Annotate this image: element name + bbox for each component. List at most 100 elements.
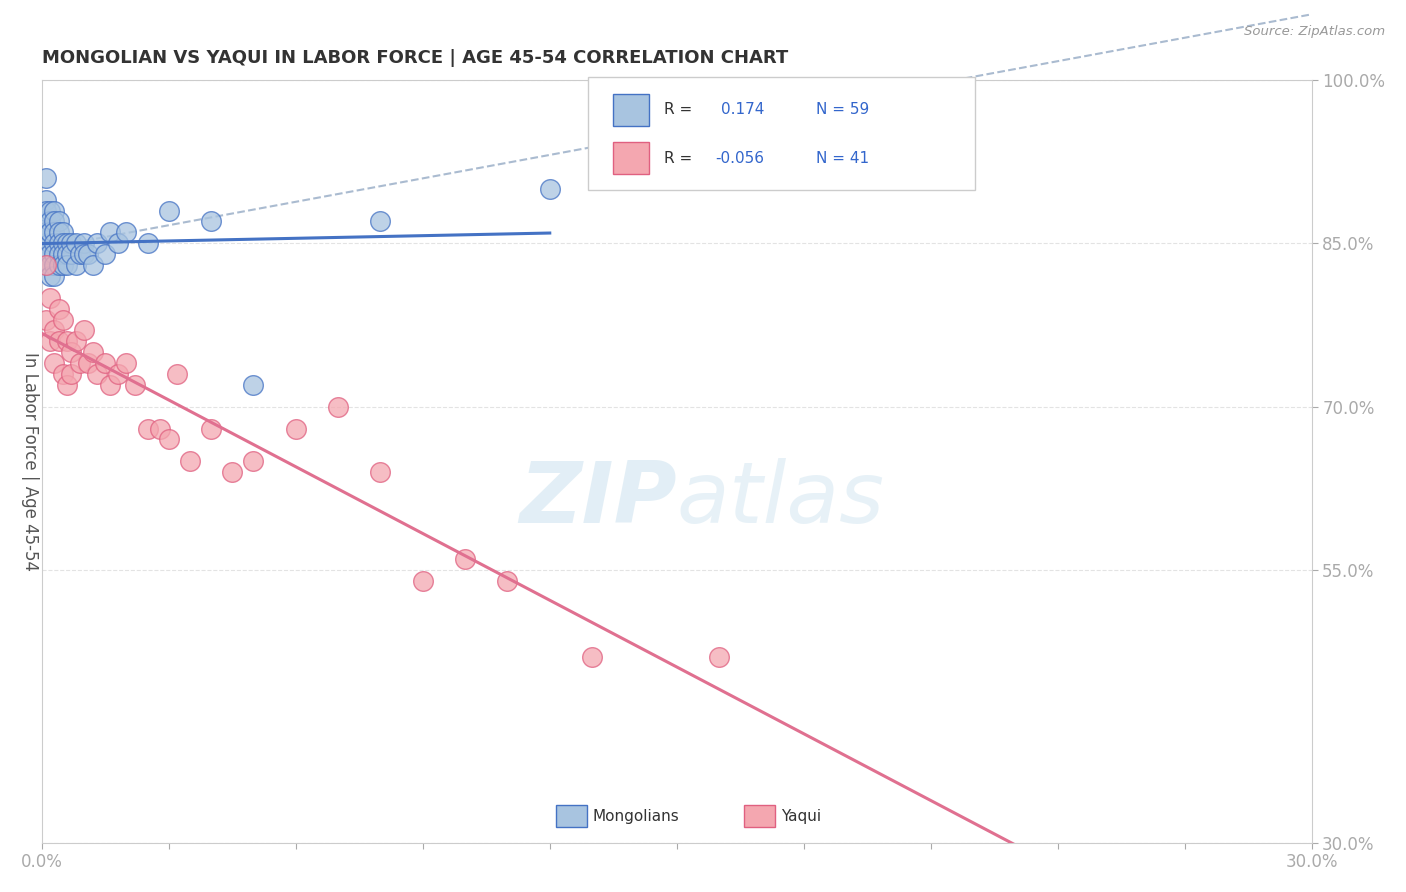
Point (69, 247, 91, 261)
Point (44, 236, 66, 251)
FancyBboxPatch shape (588, 78, 976, 190)
Y-axis label: In Labor Force | Age 45-54: In Labor Force | Age 45-54 (21, 351, 39, 571)
Point (98, 225, 121, 239)
Point (48, 225, 70, 239)
Point (73, 236, 96, 251)
Point (44, 356, 66, 370)
Point (48, 301, 70, 316)
Point (107, 367, 129, 381)
Point (454, 552, 477, 566)
Point (60, 236, 83, 251)
Point (86, 236, 108, 251)
Point (35, 214, 58, 228)
Point (538, 182, 561, 196)
Point (56, 378, 79, 392)
Point (56, 247, 79, 261)
Point (60, 247, 83, 261)
Point (44, 203, 66, 218)
Point (44, 258, 66, 272)
Point (56, 236, 79, 251)
Bar (744, 805, 775, 828)
Text: MONGOLIAN VS YAQUI IN LABOR FORCE | AGE 45-54 CORRELATION CHART: MONGOLIAN VS YAQUI IN LABOR FORCE | AGE … (42, 49, 787, 67)
Point (200, 214, 222, 228)
Point (107, 236, 129, 251)
Point (60, 345, 83, 359)
Point (52, 312, 75, 326)
Text: R =: R = (664, 103, 692, 117)
Point (370, 214, 392, 228)
Point (136, 421, 159, 435)
Point (65, 236, 87, 251)
Point (39, 334, 62, 349)
Point (35, 247, 58, 261)
Point (581, 650, 603, 665)
Point (69, 356, 91, 370)
Point (200, 421, 222, 435)
Point (39, 268, 62, 283)
Point (52, 225, 75, 239)
Point (86, 367, 108, 381)
Point (35, 214, 58, 228)
Point (221, 465, 243, 479)
Text: Source: ZipAtlas.com: Source: ZipAtlas.com (1244, 25, 1385, 38)
Text: R =: R = (664, 151, 692, 166)
Point (35, 236, 58, 251)
Point (44, 268, 66, 283)
Bar (613, 94, 648, 126)
Point (98, 378, 121, 392)
Point (77, 247, 100, 261)
Point (412, 574, 434, 588)
Point (157, 433, 180, 447)
Text: Yaqui: Yaqui (780, 808, 821, 823)
Point (44, 225, 66, 239)
Point (52, 258, 75, 272)
Point (149, 421, 172, 435)
Point (39, 258, 62, 272)
Text: -0.056: -0.056 (714, 151, 763, 166)
Point (48, 247, 70, 261)
Point (77, 356, 100, 370)
Point (179, 454, 201, 468)
Point (242, 378, 264, 392)
Point (94, 356, 117, 370)
Point (35, 247, 58, 261)
Point (82, 345, 104, 359)
Point (370, 465, 392, 479)
Text: Mongolians: Mongolians (593, 808, 679, 823)
Bar (557, 805, 586, 828)
Point (35, 258, 58, 272)
Point (82, 258, 104, 272)
Point (242, 454, 264, 468)
Point (65, 334, 87, 349)
Point (496, 574, 519, 588)
Text: 0.174: 0.174 (721, 103, 765, 117)
Point (115, 225, 138, 239)
Point (326, 400, 349, 414)
Point (48, 236, 70, 251)
Point (707, 650, 730, 665)
Point (35, 225, 58, 239)
Point (52, 247, 75, 261)
Point (48, 334, 70, 349)
Point (94, 247, 117, 261)
Point (35, 312, 58, 326)
Text: N = 41: N = 41 (817, 151, 869, 166)
Point (44, 247, 66, 261)
Point (39, 225, 62, 239)
Point (65, 258, 87, 272)
Point (35, 193, 58, 207)
Point (157, 203, 180, 218)
Point (73, 323, 96, 337)
Point (39, 203, 62, 218)
Point (56, 334, 79, 349)
Point (39, 225, 62, 239)
Point (48, 214, 70, 228)
Point (52, 236, 75, 251)
Bar (613, 142, 648, 174)
Point (39, 214, 62, 228)
Point (56, 258, 79, 272)
Point (35, 258, 58, 272)
Point (124, 378, 146, 392)
Text: N = 59: N = 59 (817, 103, 870, 117)
Point (44, 323, 66, 337)
